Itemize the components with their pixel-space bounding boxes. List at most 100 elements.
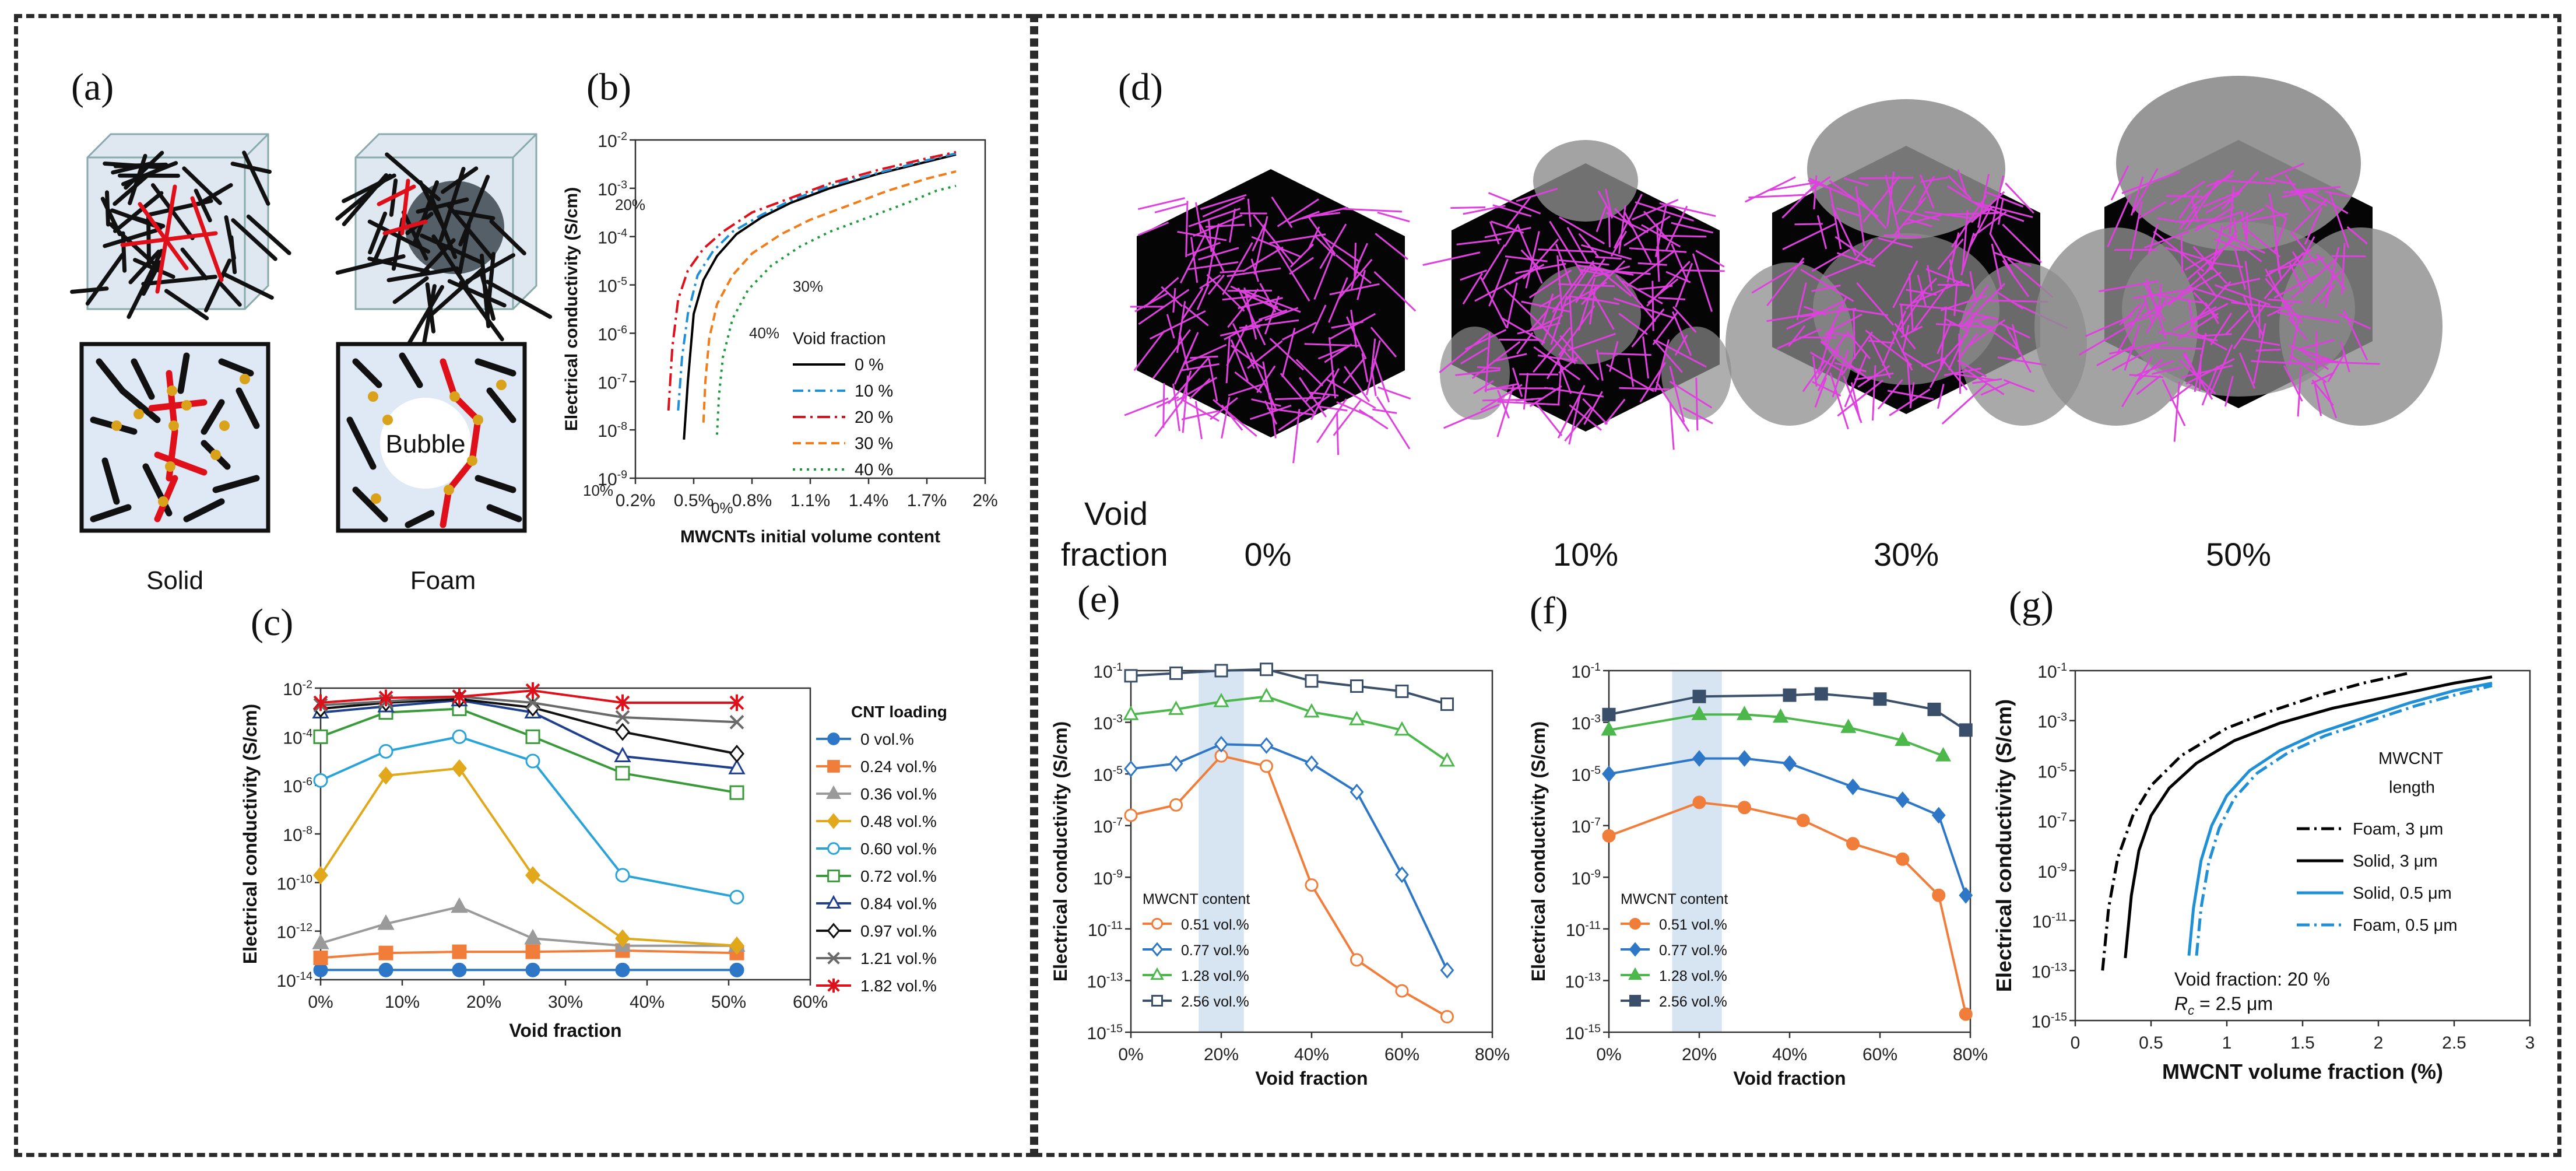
tick-label: 10-9 [1093,867,1123,888]
nanotube-rod [1567,332,1616,352]
nanotube-rod [2205,192,2241,214]
tick-label: 60% [1384,1045,1419,1064]
series-line [1130,755,1448,1018]
nanotube-rod [1227,289,1272,292]
nanotube-rod [1669,402,1675,450]
nanotube-rod [1183,343,1227,365]
legend-label: 1.28 vol.% [1659,968,1727,984]
data-point [1931,807,1946,824]
nanotube-rod [2205,230,2238,274]
nanotube-rod [1455,369,1500,376]
nanotube-rod [1816,215,1828,250]
series-1 [1602,750,1973,904]
data-point [313,694,328,711]
nanotube-rod [230,162,272,174]
tick-label: 10-1 [1093,661,1123,682]
nanotube-rod [1959,332,1978,358]
nanotube-rod [1312,304,1327,334]
nanotube-rod [1909,273,1914,331]
panel-d-renders: Void fraction 0% 10% 30% 50% [1061,76,2443,573]
nanotube-rod [2002,260,2030,297]
nanotube-rod [1484,226,1531,239]
series-line [2124,675,2493,959]
legend-item: 10 % [793,382,893,401]
nanotube-rod [335,254,406,275]
nanotube-rod [1377,211,1410,223]
data-point [525,682,540,699]
data-point [1602,707,1616,721]
data-point [1395,866,1409,883]
nanotube-rod [2288,317,2308,341]
tick-label: 10-1 [2037,661,2067,682]
data-point [1440,962,1454,979]
nanotube-rod [1275,397,1322,401]
legend-label: 0.77 vol.% [1181,942,1249,959]
plot-frame [634,139,986,479]
nanotube-rod [2158,331,2218,342]
data-point [378,962,393,977]
nanotube-rod [1220,325,1261,336]
tick-label: 2 [2374,1033,2384,1053]
nanotube-rod [1328,337,1337,399]
data-point [452,729,467,744]
data-point [729,714,744,730]
tick-label: 10% [385,993,420,1012]
nanotube-rod [124,150,164,190]
nanotube-rod [2203,190,2243,208]
legend-title: MWCNT content [1621,891,1728,907]
nanotube-rod [1777,328,1822,350]
data-point [1124,669,1138,683]
data-point [1959,886,1973,904]
nanotube-rod [128,153,147,205]
highlight-band [1199,671,1244,1032]
nanotube-rod [1533,327,1571,373]
nanotube-rod [402,285,444,355]
nanotube-rod [2079,322,2134,356]
tick-label: 10-3 [598,178,627,199]
data-point [729,937,744,955]
nanotube-rod [1313,234,1336,257]
nanotube-rod [1974,201,2033,218]
legend-item: 0.84 vol.% [816,895,937,913]
nanotube-rod [1220,269,1245,274]
nanotube-rod [1247,340,1283,369]
tick-label: 80% [1953,1045,1988,1064]
tick-label: 10-7 [2037,811,2067,832]
nanotube-rod [1945,318,1970,332]
legend-item: 0 vol.% [816,730,914,748]
nanotube-rod [1356,269,1366,300]
nanotube-rod [1656,340,1707,368]
nanotube-rod [2187,299,2195,333]
nanotube-rod [1900,304,1904,335]
nanotube-rod [1289,257,1315,275]
data-point [827,760,840,773]
nanotube-rod [1906,359,1912,403]
nanotube-rod [1333,398,1362,436]
nanotube-rod [1970,191,2005,223]
nanotube-rod [1605,188,1613,219]
nanotube-rod [1322,236,1361,263]
nanotube-rod [418,180,445,228]
data-point [1840,718,1857,733]
legend: Void fraction 0 % 10 % 20 % 30 % 40 % [793,329,893,479]
data-point [313,866,328,885]
nanotube-rod [2206,174,2234,188]
nanotube-rod [2223,278,2261,288]
nanotube-rod [368,211,388,255]
nanotube-rod [1137,222,1169,236]
nanotube-rod [1944,306,1999,320]
nanotube-rod [2162,378,2186,426]
nanotube-rod [1222,242,1253,295]
nanotube-rod [2188,286,2247,306]
nanotube-rod [1275,246,1310,301]
chart-e: 0% 20% 40% 60% 80% 10-15 10-13 10-11 10-9 10-7 10-… [1050,661,1510,1089]
nanotube-rod [1269,233,1326,244]
nanotube-rod [1766,257,1805,307]
data-point [1629,995,1641,1007]
nanotube-rod [2299,348,2329,370]
nanotube-rod [2177,313,2219,340]
nanotube-rod [1948,314,1976,371]
legend: MWCNT content 0.51 vol.% 0.77 vol.% 1.28 vo… [1143,891,1250,1010]
nanotube-rod [1815,333,1847,380]
legend-item: 0.48 vol.% [816,812,937,830]
